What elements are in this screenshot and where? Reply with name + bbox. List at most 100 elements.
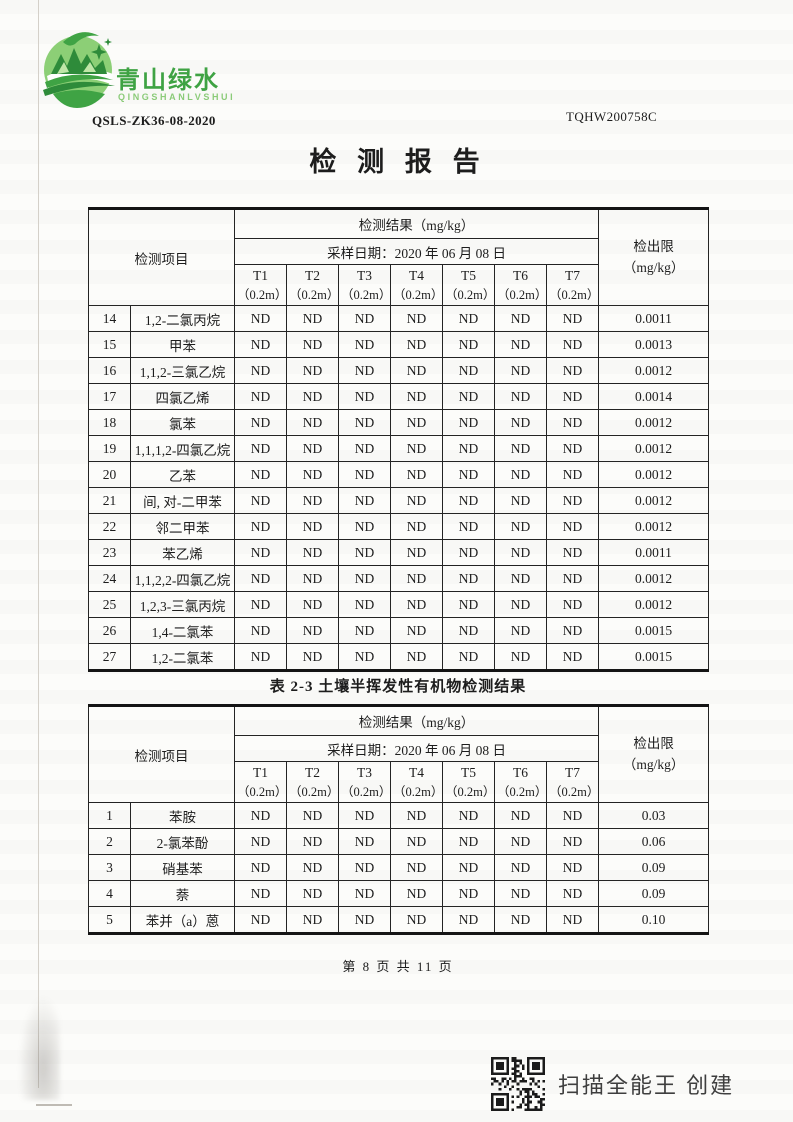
row-number-cell: 16: [88, 357, 131, 384]
result-cell: ND: [338, 409, 391, 436]
detection-limit-cell: 0.09: [598, 880, 710, 907]
row-number-cell: 5: [88, 906, 131, 934]
analyte-name-cell: 1,4-二氯苯: [130, 617, 235, 644]
sample-point-depth: （0.2m）: [497, 287, 547, 302]
table-row: 18 氯苯 ND ND ND ND ND ND ND 0.0012: [88, 409, 710, 436]
table-row: 22 邻二甲苯 ND ND ND ND ND ND ND 0.0012: [88, 513, 710, 540]
sample-point-depth: （0.2m）: [497, 784, 547, 799]
result-cell: ND: [494, 802, 547, 829]
result-cell: ND: [338, 591, 391, 618]
result-cell: ND: [494, 409, 547, 436]
row-number-cell: 14: [88, 305, 131, 332]
result-cell: ND: [545, 802, 600, 829]
detection-limit-cell: 0.0012: [598, 461, 710, 488]
qr-code-icon: [491, 1057, 545, 1111]
sample-point-header-t7: T7 （0.2m）: [545, 264, 600, 306]
detection-limit-cell: 0.09: [598, 854, 710, 881]
result-cell: ND: [442, 880, 495, 907]
row-number-cell: 4: [88, 880, 131, 907]
result-cell: ND: [390, 565, 443, 592]
result-cell: ND: [494, 539, 547, 566]
result-cell: ND: [442, 643, 495, 671]
sample-point-id: T1: [253, 765, 268, 781]
analyte-name-cell: 乙苯: [130, 461, 235, 488]
sample-point-id: T2: [305, 268, 320, 284]
analyte-name-cell: 苯并（a）蒽: [130, 906, 235, 934]
result-cell: ND: [390, 828, 443, 855]
sample-point-depth: （0.2m）: [341, 287, 391, 302]
result-cell: ND: [442, 539, 495, 566]
table-row: 15 甲苯 ND ND ND ND ND ND ND 0.0013: [88, 331, 710, 358]
result-cell: ND: [390, 331, 443, 358]
detection-limit-cell: 0.0012: [598, 435, 710, 462]
result-cell: ND: [286, 802, 339, 829]
result-cell: ND: [286, 383, 339, 410]
result-cell: ND: [390, 435, 443, 462]
sample-point-depth: （0.2m）: [341, 784, 391, 799]
result-cell: ND: [442, 357, 495, 384]
result-cell: ND: [286, 591, 339, 618]
sample-point-header-t6: T6 （0.2m）: [494, 264, 547, 306]
detection-limit-cell: 0.0012: [598, 565, 710, 592]
row-number-cell: 2: [88, 828, 131, 855]
col-header-item: 检测项目: [88, 208, 235, 306]
result-cell: ND: [234, 305, 287, 332]
result-cell: ND: [545, 617, 600, 644]
analyte-name-cell: 1,2,3-三氯丙烷: [130, 591, 235, 618]
page-number: 第 8 页 共 11 页: [342, 959, 454, 974]
sample-point-header-t4: T4 （0.2m）: [390, 761, 443, 803]
svoc-results-table: 检测项目 检测结果（mg/kg） 检出限 （mg/kg） 采样日期：2020 年 06 …: [88, 704, 710, 935]
result-cell: ND: [338, 539, 391, 566]
sample-point-header-t2: T2 （0.2m）: [286, 264, 339, 306]
table-row: 1 苯胺 ND ND ND ND ND ND ND 0.03: [88, 802, 710, 829]
sample-point-depth: （0.2m）: [289, 287, 339, 302]
result-cell: ND: [494, 305, 547, 332]
sample-point-id: T3: [357, 268, 372, 284]
result-cell: ND: [286, 617, 339, 644]
result-cell: ND: [494, 828, 547, 855]
col-header-detection-limit: 检出限 （mg/kg）: [598, 705, 710, 803]
result-cell: ND: [234, 854, 287, 881]
table-row: 19 1,1,1,2-四氯乙烷 ND ND ND ND ND ND ND 0.0012: [88, 435, 710, 462]
result-cell: ND: [338, 435, 391, 462]
result-cell: ND: [390, 880, 443, 907]
result-cell: ND: [442, 513, 495, 540]
row-number-cell: 17: [88, 383, 131, 410]
analyte-name-cell: 1,2-二氯苯: [130, 643, 235, 671]
detection-limit-cell: 0.0012: [598, 591, 710, 618]
sample-point-depth: （0.2m）: [549, 287, 599, 302]
result-cell: ND: [442, 906, 495, 934]
scan-smudge: [18, 995, 60, 1100]
analyte-name-cell: 苯乙烯: [130, 539, 235, 566]
sample-point-id: T6: [513, 765, 528, 781]
result-cell: ND: [390, 357, 443, 384]
detection-limit-cell: 0.0013: [598, 331, 710, 358]
result-cell: ND: [234, 357, 287, 384]
sample-point-depth: （0.2m）: [393, 784, 443, 799]
row-number-cell: 22: [88, 513, 131, 540]
result-cell: ND: [286, 461, 339, 488]
result-cell: ND: [494, 565, 547, 592]
report-number: TQHW200758C: [566, 109, 658, 124]
result-cell: ND: [338, 854, 391, 881]
result-cell: ND: [545, 906, 600, 934]
sample-point-id: T5: [461, 765, 476, 781]
analyte-name-cell: 1,1,2-三氯乙烷: [130, 357, 235, 384]
result-cell: ND: [442, 802, 495, 829]
result-cell: ND: [234, 409, 287, 436]
result-cell: ND: [234, 539, 287, 566]
result-cell: ND: [390, 409, 443, 436]
sample-point-depth: （0.2m）: [237, 784, 287, 799]
result-cell: ND: [545, 854, 600, 881]
sample-point-header-t1: T1 （0.2m）: [234, 761, 287, 803]
result-cell: ND: [234, 880, 287, 907]
sample-point-id: T4: [409, 268, 424, 284]
result-cell: ND: [234, 565, 287, 592]
result-cell: ND: [286, 854, 339, 881]
row-number-cell: 19: [88, 435, 131, 462]
table-row: 27 1,2-二氯苯 ND ND ND ND ND ND ND 0.0015: [88, 643, 710, 671]
result-cell: ND: [286, 565, 339, 592]
result-cell: ND: [286, 906, 339, 934]
result-cell: ND: [234, 513, 287, 540]
